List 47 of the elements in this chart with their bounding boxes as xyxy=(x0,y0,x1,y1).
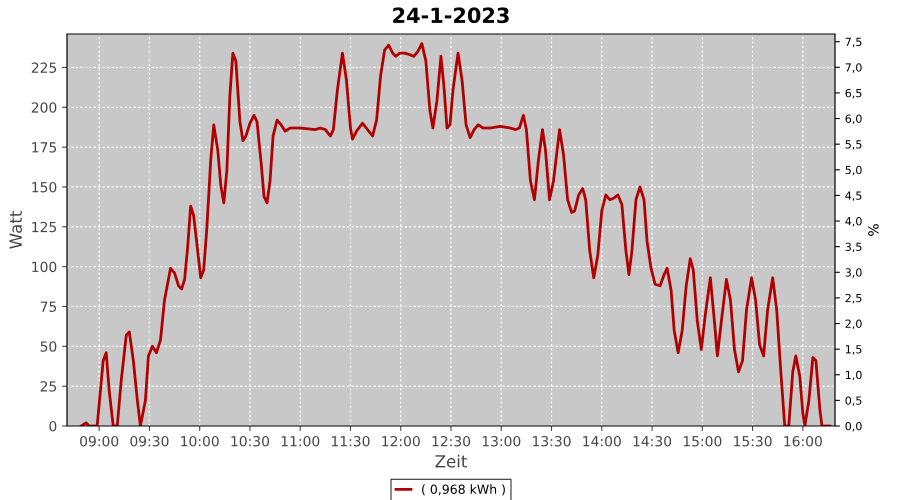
x-tick-label: 15:30 xyxy=(734,436,772,446)
y-tick-label: 100 xyxy=(32,262,56,272)
y2-axis-title: % xyxy=(868,224,879,236)
y2-tick-label: 4,0 xyxy=(845,217,862,227)
x-tick-label: 14:00 xyxy=(583,436,621,446)
y-tick-label: 25 xyxy=(40,381,56,392)
x-tick-label: 11:30 xyxy=(332,436,370,446)
y2-tick-label: 3,0 xyxy=(846,268,862,278)
x-tick-label: 12:30 xyxy=(432,436,470,446)
y2-tick-label: 1,0 xyxy=(846,370,862,380)
x-tick-label: 12:00 xyxy=(382,436,420,446)
line-series xyxy=(80,42,832,426)
x-tick-label: 09:30 xyxy=(130,436,169,446)
y2-tick-label: 7,0 xyxy=(846,63,862,73)
y2-tick-label: 3,5 xyxy=(846,242,862,252)
y-tick-label: 0 xyxy=(49,420,56,432)
x-tick-label: 13:00 xyxy=(482,436,520,446)
x-tick-label: 14:30 xyxy=(634,436,672,446)
y-tick-label: 50 xyxy=(40,341,56,352)
x-tick-label: 11:00 xyxy=(282,436,320,446)
x-tick-label: 16:00 xyxy=(784,436,822,446)
y-tick-label: 75 xyxy=(40,302,56,312)
y2-tick-label: 4,5 xyxy=(845,192,862,201)
y2-tick-label: 6,5 xyxy=(846,88,862,98)
y2-tick-label: 7,5 xyxy=(846,38,862,48)
x-axis-title: Zeit xyxy=(435,454,468,468)
x-tick-label: 13:30 xyxy=(533,436,571,446)
y2-tick-label: 5,5 xyxy=(846,140,862,150)
y2-tick-label: 0,0 xyxy=(845,422,862,432)
x-tick-label: 10:00 xyxy=(181,436,219,446)
y2-tick-label: 0,5 xyxy=(845,396,862,406)
y2-tick-label: 2,0 xyxy=(846,319,862,330)
y2-tick-label: 5,0 xyxy=(846,166,862,176)
chart-title: 24-1-2023 xyxy=(393,7,509,24)
y2-tick-label: 2,5 xyxy=(846,294,862,304)
x-tick-label: 09:00 xyxy=(80,436,118,446)
y-tick-label: 150 xyxy=(32,182,56,192)
legend-label: ( 0,968 kWh ) xyxy=(422,484,505,496)
y-axis-title: Watt xyxy=(10,211,22,249)
y-tick-label: 225 xyxy=(32,62,56,73)
y-tick-label: 200 xyxy=(32,102,56,113)
y-tick-label: 175 xyxy=(32,142,56,153)
x-tick-label: 15:00 xyxy=(684,436,722,446)
y2-tick-label: 1,5 xyxy=(846,345,862,355)
y2-tick-label: 6,0 xyxy=(846,114,862,124)
x-tick-label: 10:30 xyxy=(231,436,270,446)
y-tick-label: 125 xyxy=(32,222,56,232)
